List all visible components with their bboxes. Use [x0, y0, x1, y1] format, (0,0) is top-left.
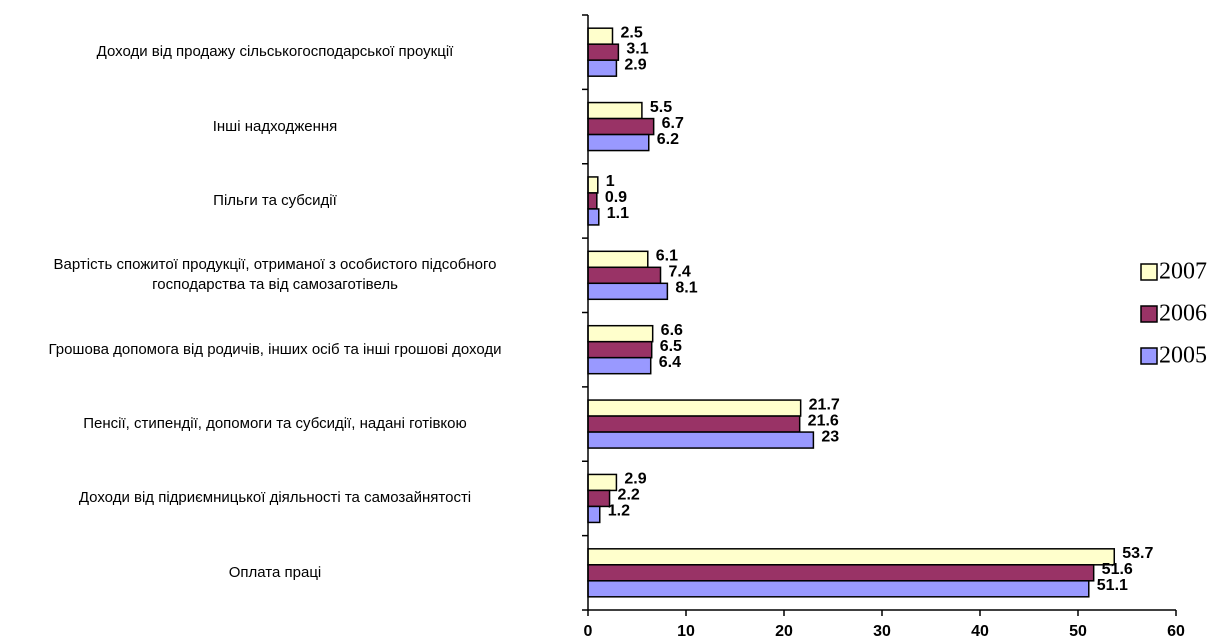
category-label: Вартість спожитої продукції, отриманої з…	[53, 256, 497, 294]
x-tick-label: 10	[677, 623, 695, 640]
bar	[587, 564, 1095, 582]
value-label: 2.9	[624, 471, 646, 488]
category-label: Пільги та субсидії	[213, 191, 337, 209]
value-label: 6.1	[656, 248, 678, 265]
bar	[587, 340, 653, 359]
bar	[587, 415, 801, 433]
value-label: 51.1	[1097, 577, 1128, 594]
bar	[587, 489, 611, 508]
legend-swatch	[1140, 263, 1158, 281]
bar	[587, 117, 655, 136]
bar	[587, 431, 815, 449]
category-label: Оплата праці	[228, 563, 322, 581]
value-label: 6.2	[657, 131, 679, 148]
bar	[587, 59, 618, 77]
bar	[587, 266, 662, 285]
value-label: 6.7	[662, 115, 684, 132]
value-label: 1.2	[608, 503, 630, 520]
bar	[587, 473, 618, 492]
bar	[587, 250, 649, 269]
value-label: 2.9	[624, 56, 646, 73]
bar	[587, 356, 652, 375]
value-label: 6.5	[660, 338, 682, 355]
legend-swatch	[1140, 347, 1158, 365]
value-label: 8.1	[675, 280, 697, 297]
bar	[587, 208, 600, 226]
value-label: 23	[821, 428, 839, 445]
category-label: Грошова допомога від родичів, інших осіб…	[48, 340, 502, 358]
bar	[587, 580, 1090, 598]
legend-label: 2007	[1159, 259, 1207, 285]
value-label: 6.4	[659, 354, 681, 371]
value-label: 3.1	[626, 40, 648, 57]
x-tick-label: 20	[775, 623, 793, 640]
bar	[587, 324, 654, 343]
legend-label: 2005	[1159, 343, 1207, 369]
value-label: 1.1	[607, 205, 629, 222]
value-label: 2.5	[621, 24, 643, 41]
value-label: 21.7	[809, 396, 840, 413]
bar	[587, 399, 802, 417]
x-tick-label: 0	[584, 623, 593, 640]
value-label: 51.6	[1102, 561, 1133, 578]
legend-swatch	[1140, 305, 1158, 323]
category-label: Інші надходження	[212, 117, 338, 135]
value-label: 1	[606, 173, 615, 190]
bar	[587, 43, 620, 61]
value-label: 0.9	[605, 189, 627, 206]
bar	[587, 27, 614, 45]
bar	[587, 176, 599, 194]
bar	[587, 548, 1116, 566]
value-label: 53.7	[1122, 545, 1153, 562]
bar	[587, 133, 650, 152]
legend-label: 2006	[1159, 301, 1207, 327]
value-label: 7.4	[669, 264, 691, 281]
category-label: Доходи від підриємницької діяльності та …	[78, 489, 472, 507]
bar	[587, 505, 601, 524]
x-tick-label: 60	[1167, 623, 1185, 640]
value-label: 6.6	[661, 322, 683, 339]
bar	[587, 282, 669, 301]
value-label: 2.2	[618, 487, 640, 504]
bar	[587, 192, 598, 210]
value-label: 5.5	[650, 99, 672, 116]
category-label: Пенсії, стипендії, допомоги та субсидії,…	[83, 415, 467, 433]
x-tick-label: 50	[1069, 623, 1087, 640]
value-label: 21.6	[808, 412, 839, 429]
bar	[587, 101, 643, 120]
category-label: Доходи від продажу сільськогосподарської…	[96, 43, 454, 61]
x-tick-label: 40	[971, 623, 989, 640]
x-tick-label: 30	[873, 623, 891, 640]
